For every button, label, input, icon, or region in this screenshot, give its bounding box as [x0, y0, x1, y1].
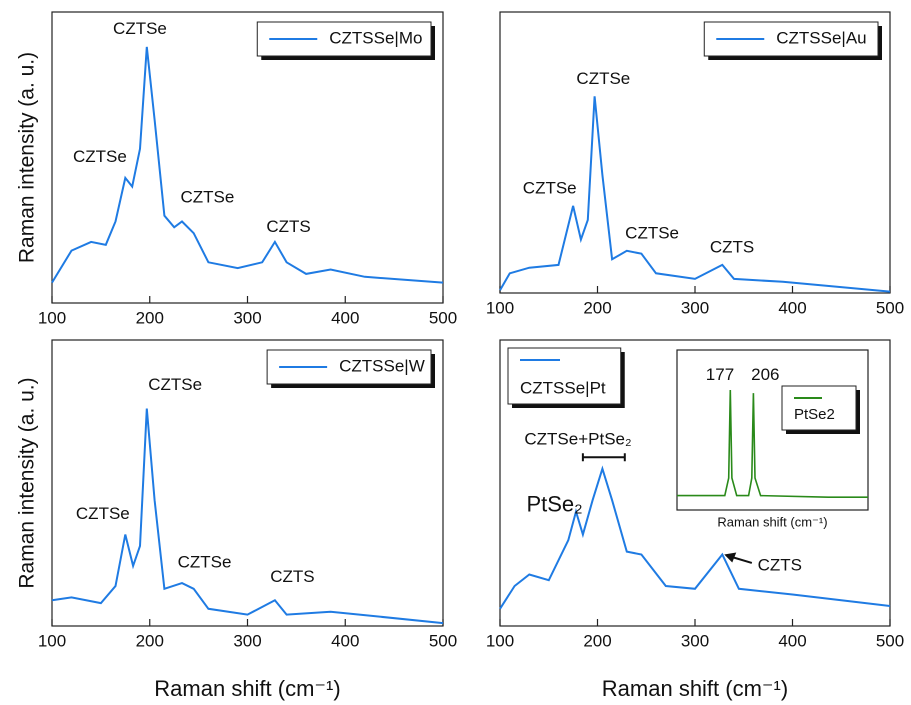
x-tick-label: 200 [583, 631, 611, 650]
annotation: CZTSe [73, 147, 127, 166]
annotation: CZTSe [625, 223, 679, 242]
annotation: CZTS [266, 217, 310, 236]
x-tick-label: 300 [681, 631, 709, 650]
x-tick-label: 400 [778, 298, 806, 317]
x-tick-label: 300 [681, 298, 709, 317]
spectrum-line [51, 46, 444, 284]
legend-label: PtSe2 [794, 406, 835, 423]
spectrum-line [499, 96, 891, 293]
x-tick-label: 100 [38, 631, 66, 650]
legend-label: CZTSSe|Au [776, 28, 866, 47]
annotation: CZTSe+PtSe₂ [524, 430, 631, 449]
spectrum-line [499, 465, 891, 610]
legend-label: CZTSSe|Pt [520, 378, 606, 397]
annotation: CZTSe [181, 188, 235, 207]
x-tick-label: 400 [331, 631, 359, 650]
legend-label: CZTSSe|W [339, 356, 425, 375]
x-tick-label: 300 [233, 631, 261, 650]
legend-label: CZTSSe|Mo [329, 28, 422, 47]
x-tick-label: 500 [429, 308, 457, 327]
x-tick-label: 500 [429, 631, 457, 650]
x-tick-label: 100 [486, 298, 514, 317]
x-tick-label: 100 [486, 631, 514, 650]
annotation: CZTS [710, 238, 754, 257]
x-tick-label: 200 [136, 631, 164, 650]
annotation: 177 [706, 365, 734, 384]
annotation: 206 [751, 365, 779, 384]
x-tick-label: 400 [778, 631, 806, 650]
annotation: CZTS [758, 555, 802, 574]
x-axis-label: Raman shift (cm⁻¹) [602, 676, 788, 701]
spectrum-line [51, 408, 444, 625]
annotation: CZTSe [576, 69, 630, 88]
legend-box [256, 21, 432, 57]
x-tick-label: 300 [233, 308, 261, 327]
annotation: CZTS [270, 567, 314, 586]
spectrum-line [677, 389, 868, 498]
x-axis-label: Raman shift (cm⁻¹) [154, 676, 340, 701]
x-tick-label: 500 [876, 631, 904, 650]
annotation: CZTSe [76, 504, 130, 523]
x-tick-label: 200 [583, 298, 611, 317]
x-axis-label: Raman shift (cm⁻¹) [717, 514, 827, 529]
legend-box [507, 347, 622, 405]
arrow-head [724, 552, 737, 563]
x-tick-label: 400 [331, 308, 359, 327]
x-tick-label: 200 [136, 308, 164, 327]
x-tick-label: 100 [38, 308, 66, 327]
legend-box [781, 385, 857, 431]
annotation: CZTSe [148, 375, 202, 394]
y-axis-label: Raman intensity (a. u.) [16, 52, 39, 263]
annotation: CZTSe [178, 553, 232, 572]
annotation: CZTSe [113, 19, 167, 38]
plot-frame [676, 349, 869, 511]
x-tick-label: 500 [876, 298, 904, 317]
annotation: PtSe₂ [526, 492, 582, 517]
y-axis-label: Raman intensity (a. u.) [16, 377, 39, 588]
annotation: CZTSe [523, 179, 577, 198]
